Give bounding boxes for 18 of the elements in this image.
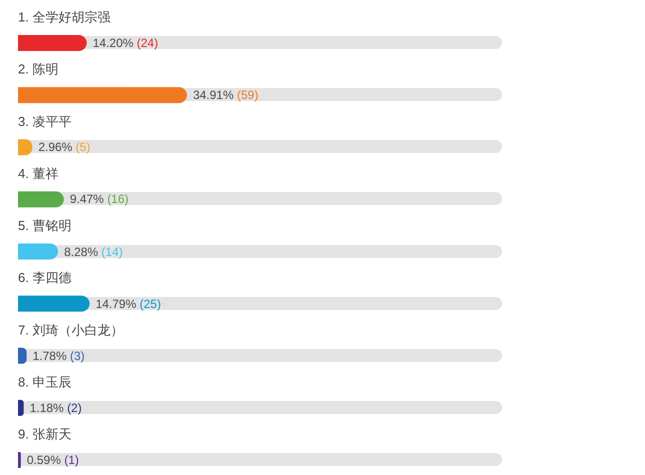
data-label: 1.78% (3) [32,348,85,363]
y-tick-label: 1. 全学好胡宗强 [18,10,110,25]
data-label: 14.79% (25) [96,296,161,311]
y-tick-label: 5. 曹铭明 [18,218,72,234]
y-tick-label: 2. 陈明 [18,62,58,77]
y-tick-label: 4. 董祥 [18,166,58,181]
data-label: 0.59% (1) [26,453,79,467]
data-label: 14.20% (24) [92,36,158,50]
y-tick-label: 9. 张新天 [18,426,72,442]
data-label: 34.91% (59) [192,88,258,102]
y-tick-label: 8. 申玉辰 [18,374,72,390]
data-label: 1.18% (2) [30,400,82,415]
y-tick-label: 7. 刘琦（小白龙） [18,322,124,338]
y-tick-label: 3. 凌平平 [18,114,72,129]
y-tick-label: 6. 李四德 [18,270,72,286]
data-label: 9.47% (16) [70,192,129,206]
data-label: 8.28% (14) [64,244,123,258]
data-label: 2.96% (5) [38,140,90,154]
